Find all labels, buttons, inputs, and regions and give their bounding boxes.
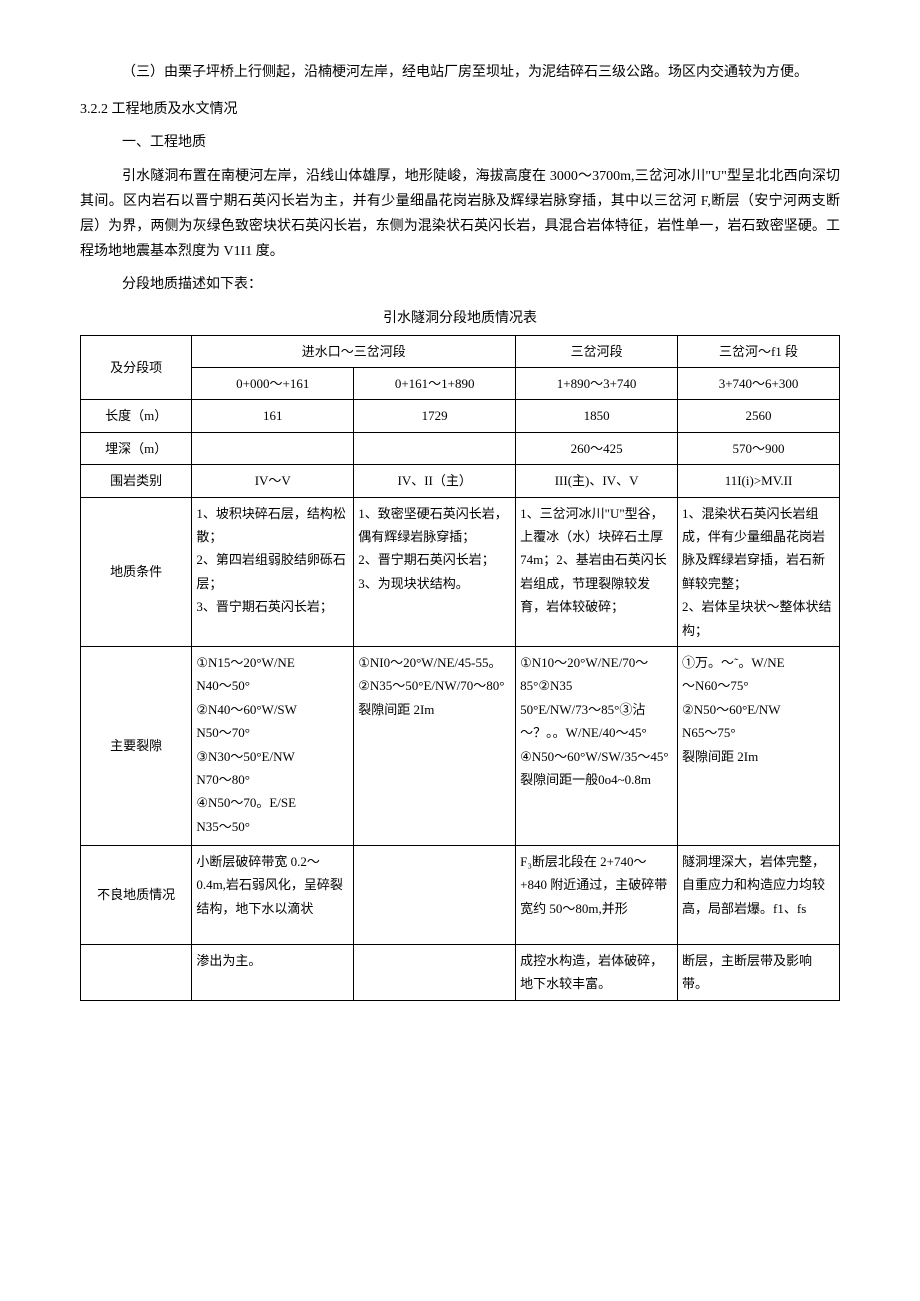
paragraph-intro: （三）由栗子坪桥上行侧起，沿楠梗河左岸，经电站厂房至坝址，为泥结碎石三级公路。场… xyxy=(80,60,840,85)
geology-a: 1、坡积块碎石层，结构松散；2、第四岩组弱胶结卵砾石层；3、晋宁期石英闪长岩； xyxy=(192,497,354,646)
table-row-geology: 地质条件 1、坡积块碎石层，结构松散；2、第四岩组弱胶结卵砾石层；3、晋宁期石英… xyxy=(81,497,840,646)
range-d: 3+740～6+300 xyxy=(678,368,840,400)
rockclass-c: III(主)、IV、V xyxy=(516,465,678,497)
row-label-depth: 埋深（m） xyxy=(81,432,192,464)
row-label-geology: 地质条件 xyxy=(81,497,192,646)
geology-table: 及分段项 进水口～三岔河段 三岔河段 三岔河～f1 段 0+000～+161 0… xyxy=(80,335,840,1001)
table-row-cracks: 主要裂隙 ①N15～20°W/NEN40～50°②N40～60°W/SWN50～… xyxy=(81,646,840,845)
table-row-rockclass: 围岩类别 IV～V IV、II（主） III(主)、IV、V 11I(i)>MV… xyxy=(81,465,840,497)
cracks-c: ①N10～20°W/NE/70～85°②N3550°E/NW/73～85°③沾～… xyxy=(516,646,678,845)
table-row-length: 长度（m） 161 1729 1850 2560 xyxy=(81,400,840,432)
section-heading: 3.2.2 工程地质及水文情况 xyxy=(80,97,840,122)
table-row-depth: 埋深（m） 260～425 570～900 xyxy=(81,432,840,464)
badgeo2-b xyxy=(354,944,516,1000)
badgeo-c: F₃断层北段在 2+740～+840 附近通过，主破碎带宽约 50～80m,并形 xyxy=(516,845,678,944)
paragraph-body: 引水隧洞布置在南梗河左岸，沿线山体雄厚，地形陡峻，海拔高度在 3000～3700… xyxy=(80,164,840,265)
rockclass-d: 11I(i)>MV.II xyxy=(678,465,840,497)
row-label-badgeo: 不良地质情况 xyxy=(81,845,192,944)
table-header-row: 及分段项 进水口～三岔河段 三岔河段 三岔河～f1 段 xyxy=(81,335,840,367)
badgeo2-c: 成控水构造，岩体破碎，地下水较丰富。 xyxy=(516,944,678,1000)
geology-d: 1、混染状石英闪长岩组成，伴有少量细晶花岗岩脉及辉绿岩穿插，岩石新鲜较完整；2、… xyxy=(678,497,840,646)
depth-d: 570～900 xyxy=(678,432,840,464)
rockclass-a: IV～V xyxy=(192,465,354,497)
cracks-d: ①万。～˜。W/NE～N60～75°②N50～60°E/NWN65～75°裂隙间… xyxy=(678,646,840,845)
table-row-badgeo2: 渗出为主。 成控水构造，岩体破碎，地下水较丰富。 断层，主断层带及影响带。 xyxy=(81,944,840,1000)
range-a: 0+000～+161 xyxy=(192,368,354,400)
geology-c: 1、三岔河冰川"U"型谷，上覆冰（水）块碎石土厚 74m；2、基岩由石英闪长岩组… xyxy=(516,497,678,646)
badgeo-b xyxy=(354,845,516,944)
geology-b: 1、致密坚硬石英闪长岩，偶有辉绿岩脉穿插；2、晋宁期石英闪长岩；3、为现块状结构… xyxy=(354,497,516,646)
cracks-b: ①NI0～20°W/NE/45-55。②N35～50°E/NW/70～80°裂隙… xyxy=(354,646,516,845)
header-sancha-section: 三岔河段 xyxy=(516,335,678,367)
table-row-badgeo: 不良地质情况 小断层破碎带宽 0.2～0.4m,岩石弱风化，呈碎裂结构，地下水以… xyxy=(81,845,840,944)
row-label-rockclass: 围岩类别 xyxy=(81,465,192,497)
rockclass-b: IV、II（主） xyxy=(354,465,516,497)
row-label-length: 长度（m） xyxy=(81,400,192,432)
depth-b xyxy=(354,432,516,464)
header-f1-section: 三岔河～f1 段 xyxy=(678,335,840,367)
header-inlet-section: 进水口～三岔河段 xyxy=(192,335,516,367)
length-b: 1729 xyxy=(354,400,516,432)
cracks-a: ①N15～20°W/NEN40～50°②N40～60°W/SWN50～70°③N… xyxy=(192,646,354,845)
length-d: 2560 xyxy=(678,400,840,432)
table-title: 引水隧洞分段地质情况表 xyxy=(80,306,840,331)
depth-a xyxy=(192,432,354,464)
length-c: 1850 xyxy=(516,400,678,432)
badgeo2-a: 渗出为主。 xyxy=(192,944,354,1000)
paragraph-table-intro: 分段地质描述如下表： xyxy=(80,272,840,297)
row-label-badgeo2 xyxy=(81,944,192,1000)
badgeo-a: 小断层破碎带宽 0.2～0.4m,岩石弱风化，呈碎裂结构，地下水以滴状 xyxy=(192,845,354,944)
depth-c: 260～425 xyxy=(516,432,678,464)
header-section-label: 及分段项 xyxy=(81,335,192,400)
badgeo2-d: 断层，主断层带及影响带。 xyxy=(678,944,840,1000)
table-range-row: 0+000～+161 0+161～1+890 1+890～3+740 3+740… xyxy=(81,368,840,400)
row-label-cracks: 主要裂隙 xyxy=(81,646,192,845)
length-a: 161 xyxy=(192,400,354,432)
subsection-heading: 一、工程地质 xyxy=(80,130,840,155)
badgeo-d: 隧洞埋深大，岩体完整，自重应力和构造应力均较高，局部岩爆。f1、fs xyxy=(678,845,840,944)
range-b: 0+161～1+890 xyxy=(354,368,516,400)
range-c: 1+890～3+740 xyxy=(516,368,678,400)
